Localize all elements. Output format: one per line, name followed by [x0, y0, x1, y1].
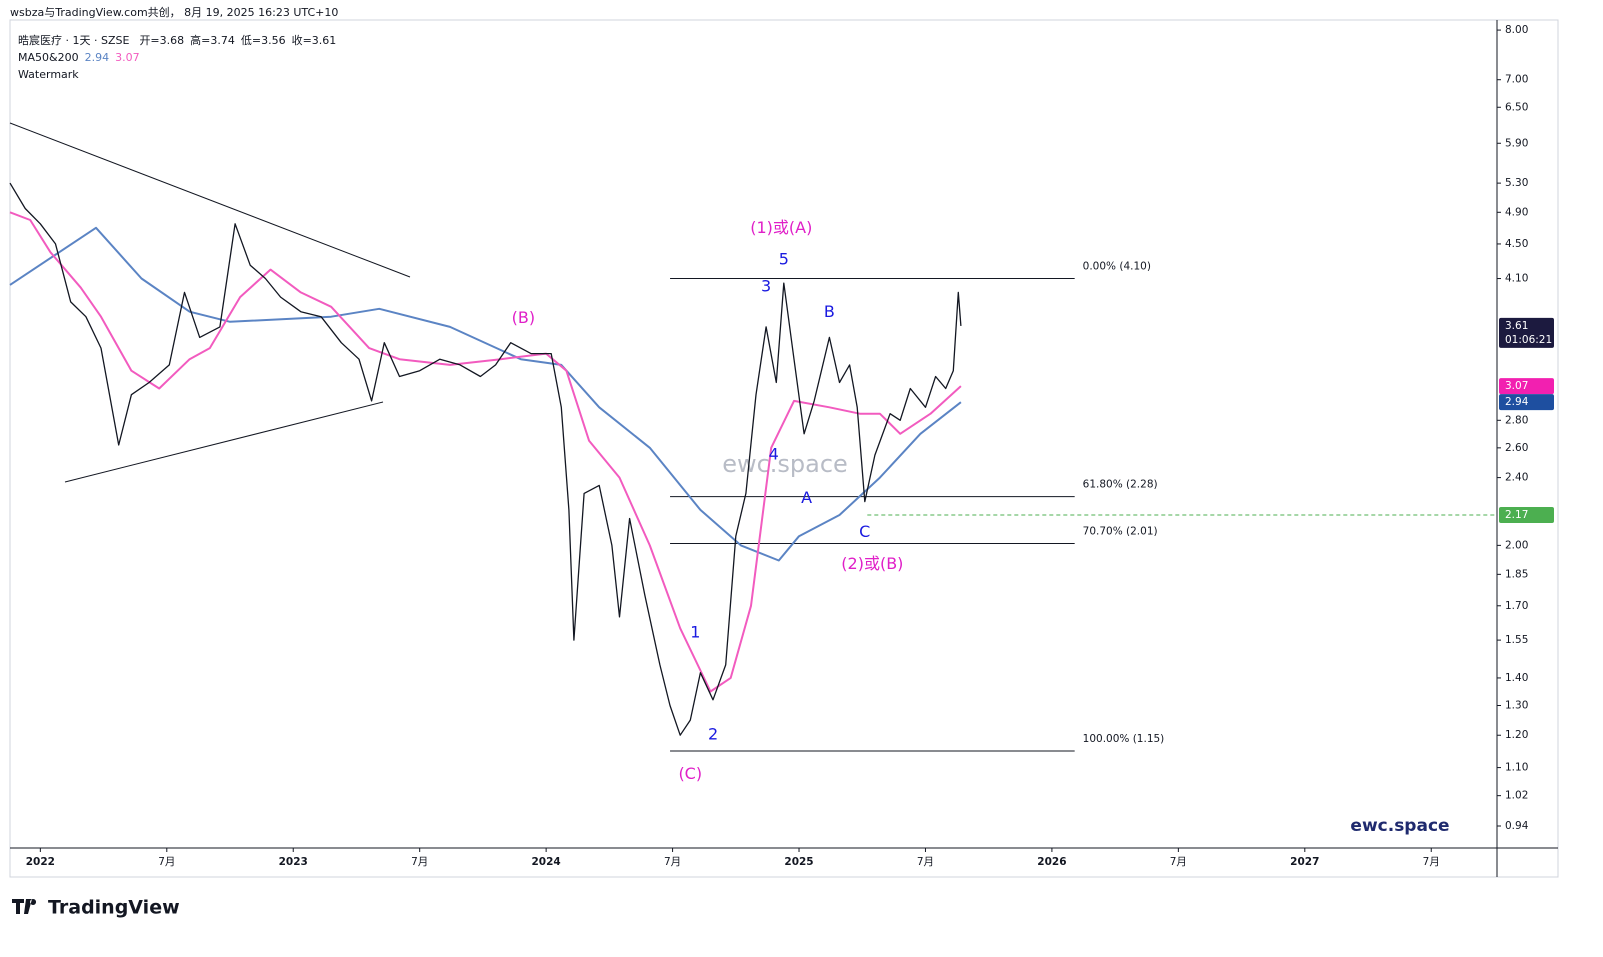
wave-label: 2 [708, 725, 718, 744]
x-tick-label: 2022 [26, 856, 55, 868]
x-tick-label: 2023 [279, 856, 308, 868]
logo-icon [12, 899, 37, 914]
y-tick-label: 7.00 [1505, 74, 1528, 86]
y-tick-label: 5.30 [1505, 177, 1528, 189]
indicator-value: 2.94 [85, 51, 110, 64]
y-tick-label: 1.55 [1505, 634, 1528, 646]
y-tick-label: 1.30 [1505, 699, 1528, 711]
fib-label: 61.80% (2.28) [1083, 479, 1158, 491]
ohlc-value: 低=3.56 [241, 34, 286, 47]
logo: TradingView [48, 897, 180, 919]
y-tick-label: 2.00 [1505, 539, 1528, 551]
wave-label: 1 [690, 622, 700, 641]
price-label: 3.07 [1505, 380, 1528, 392]
y-tick-label: 5.90 [1505, 137, 1528, 149]
x-tick-label: 2025 [784, 856, 813, 868]
y-tick-label: 1.85 [1505, 568, 1528, 580]
ma-line [9, 211, 962, 693]
x-tick-label: 2026 [1037, 856, 1066, 868]
y-tick-label: 8.00 [1505, 24, 1528, 36]
wave-label: A [801, 488, 812, 507]
watermark: ewc.space [722, 450, 848, 478]
price-label-box [1499, 394, 1554, 411]
ohlc-value: 开=3.68 [139, 34, 184, 47]
price-label-box [1499, 317, 1554, 348]
wave-label: (2)或(B) [841, 554, 903, 573]
x-tick-label: 7月 [158, 856, 175, 868]
ma-line [9, 226, 962, 562]
ohlc-value: 高=3.74 [190, 33, 235, 47]
x-tick-label: 2027 [1290, 856, 1319, 868]
price-label-box [1499, 378, 1554, 395]
y-tick-label: 1.40 [1505, 672, 1528, 684]
fib-label: 70.70% (2.01) [1083, 526, 1158, 538]
y-tick-label: 0.94 [1505, 820, 1529, 832]
price-label: 2.17 [1505, 509, 1528, 521]
y-tick-label: 2.60 [1505, 442, 1528, 454]
x-tick-label: 7月 [411, 856, 428, 868]
attribution: wsbza与TradingView.com共创， 8月 19, 2025 16:… [10, 6, 338, 19]
wave-label: 3 [761, 276, 771, 295]
indicator-name: MA50&200 [18, 51, 79, 64]
wave-label: (B) [512, 308, 535, 327]
price-label: 3.61 [1505, 320, 1528, 332]
x-tick-label: 7月 [1423, 856, 1440, 868]
watermark-label: Watermark [18, 68, 79, 81]
wave-label: B [824, 302, 835, 321]
price-line [9, 182, 962, 736]
x-tick-label: 7月 [1170, 856, 1187, 868]
indicator-value: 3.07 [115, 51, 140, 64]
wave-label: 4 [769, 445, 779, 464]
price-countdown: 01:06:21 [1505, 334, 1552, 346]
wave-label: (C) [678, 764, 702, 783]
y-tick-label: 6.50 [1505, 101, 1528, 113]
y-tick-label: 2.40 [1505, 472, 1528, 484]
price-label: 2.94 [1505, 396, 1529, 408]
fib-label: 0.00% (4.10) [1083, 261, 1151, 273]
y-tick-label: 1.10 [1505, 762, 1528, 774]
x-tick-label: 7月 [664, 856, 681, 868]
wave-label: 5 [779, 249, 789, 268]
y-tick-label: 2.80 [1505, 414, 1528, 426]
fib-label: 100.00% (1.15) [1083, 733, 1165, 745]
y-tick-label: 4.50 [1505, 238, 1528, 250]
y-tick-label: 1.70 [1505, 600, 1528, 612]
symbol: 晧宸医疗 · 1天 · SZSE [18, 33, 129, 47]
brand: ewc.space [1350, 816, 1449, 836]
trend-line [9, 122, 411, 278]
x-tick-label: 2024 [532, 856, 561, 868]
y-tick-label: 4.90 [1505, 206, 1528, 218]
trend-line [64, 401, 384, 483]
y-tick-label: 1.02 [1505, 790, 1528, 802]
x-tick-label: 7月 [917, 856, 934, 868]
price-label-box [1499, 507, 1554, 524]
wave-label: (1)或(A) [750, 218, 812, 237]
ohlc-value: 收=3.61 [292, 33, 337, 47]
y-tick-label: 4.10 [1505, 273, 1528, 285]
frame [9, 19, 1559, 878]
y-tick-label: 1.20 [1505, 729, 1528, 741]
wave-label: C [859, 522, 870, 541]
